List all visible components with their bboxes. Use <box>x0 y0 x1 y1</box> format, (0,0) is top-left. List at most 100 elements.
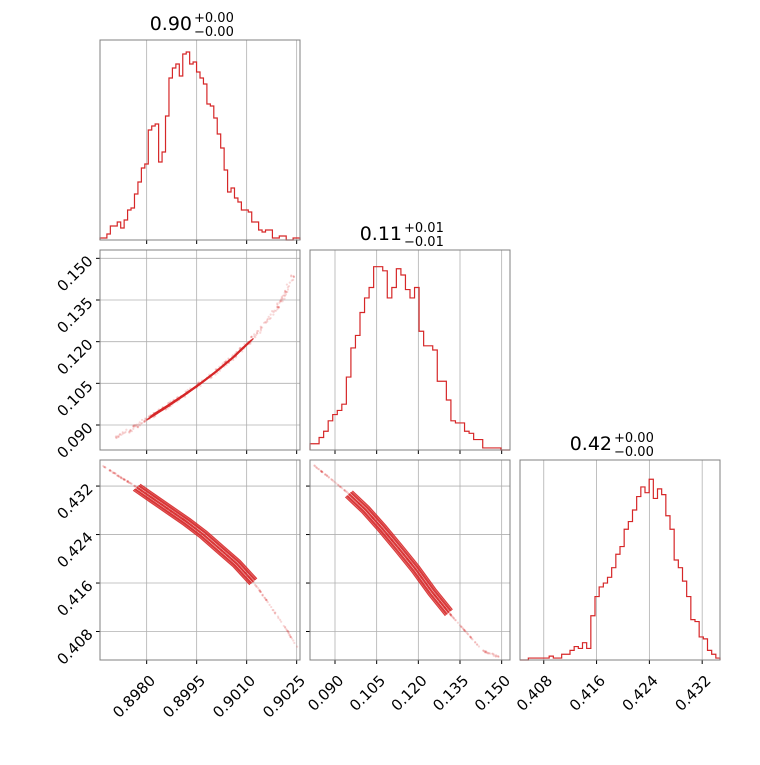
param2-vs-param1-sample-point <box>238 347 241 350</box>
param3-vs-param2-sample-point <box>484 650 487 653</box>
param3-vs-param1-sample-point <box>271 608 274 612</box>
param2-vs-param1-sample-point <box>136 425 140 428</box>
param3-vs-param2-sample-point <box>324 473 327 476</box>
param2-vs-param1-sample-point <box>250 335 253 339</box>
param2-vs-param1-sample-point <box>130 430 133 433</box>
param3-vs-param1-sample-point <box>265 598 268 602</box>
param2-vs-param1-sample-point <box>266 317 269 321</box>
param3-vs-param2-sample-point <box>470 637 473 640</box>
param2-vs-param1-sample-point <box>137 423 140 426</box>
param3-vs-param2-sample-point <box>320 470 323 473</box>
param3-vs-param1-sample-point <box>122 478 126 481</box>
param3-vs-param2-density-contour <box>344 496 446 617</box>
param3-vs-param2-sample-point <box>465 631 468 634</box>
param3-vs-param1-sample-point <box>274 612 277 615</box>
param3-vs-param1-sample-point <box>116 474 119 477</box>
param3-vs-param2-sample-point <box>327 476 330 479</box>
param2-vs-param1-sample-point <box>118 432 122 436</box>
param2-vs-param1-sample-point <box>166 407 169 410</box>
param3-vs-param2-sample-point <box>492 654 495 657</box>
param3-vs-param1-sample-point <box>270 605 273 609</box>
param2-vs-param1-sample-point <box>285 283 289 286</box>
param3-vs-param1-sample-point <box>289 635 292 639</box>
param3-vs-param2-sample-point <box>320 470 323 473</box>
param3-vs-param1-sample-point <box>127 481 130 484</box>
param3-vs-param2-sample-point <box>345 490 348 493</box>
param3-vs-param2-sample-point <box>339 486 342 489</box>
param2-vs-param1-sample-point <box>140 422 143 425</box>
param3-vs-param2-density-contour <box>345 495 447 616</box>
param3-vs-param2-sample-point <box>463 628 466 631</box>
param2-vs-param1-sample-point <box>189 387 192 390</box>
param3-vs-param1-xtick-label: 0.8980 <box>109 672 159 722</box>
param3-vs-param1-sample-point <box>258 589 261 592</box>
param3-vs-param1-sample-point <box>283 626 287 629</box>
param3-vs-param2-sample-point <box>343 488 346 492</box>
param3-vs-param2-sample-point <box>314 465 317 468</box>
param2-vs-param1-sample-point <box>292 275 296 279</box>
param2-vs-param1-sample-point <box>140 418 144 422</box>
param3-vs-param2-sample-point <box>469 635 472 638</box>
param2-vs-param1-sample-point <box>259 327 262 331</box>
param3-vs-param1-sample-point <box>117 474 120 478</box>
param3-vs-param1-sample-point <box>282 624 285 628</box>
param3-vs-param1-sample-point <box>109 469 112 472</box>
param2-vs-param1-sample-point <box>221 362 224 365</box>
param3-vs-param2-sample-point <box>486 651 489 654</box>
param3-vs-param1-sample-point <box>113 472 116 475</box>
param2-vs-param1-sample-point <box>256 332 259 335</box>
param3-vs-param2-sample-point <box>462 627 465 630</box>
param3-vs-param2-sample-point <box>492 653 496 656</box>
diag-param3-xtick-label: 0.416 <box>566 672 609 715</box>
param3-vs-param2-sample-point <box>317 467 320 471</box>
param3-vs-param1-sample-point <box>284 625 287 629</box>
param3-vs-param1-frame <box>99 459 301 661</box>
param3-vs-param2-sample-point <box>339 485 342 489</box>
diag-param2-title-plus: +0.01 <box>404 221 444 236</box>
param3-vs-param2-density-contour <box>346 494 448 615</box>
diag-param3-frame <box>519 459 721 661</box>
param3-vs-param1-sample-point <box>255 585 258 588</box>
param2-vs-param1-sample-point <box>264 320 267 324</box>
param3-vs-param2-sample-point <box>320 470 324 473</box>
param3-vs-param2-sample-point <box>315 466 319 470</box>
param3-vs-param1-sample-point <box>264 598 267 601</box>
param2-vs-param1-sample-point <box>143 419 146 422</box>
param2-vs-param1-sample-point <box>114 436 118 439</box>
param3-vs-param2-sample-point <box>463 629 466 632</box>
param3-vs-param2-xtick-label: 0.120 <box>388 672 431 715</box>
param2-vs-param1-sample-point <box>286 286 289 289</box>
param2-vs-param1-sample-point <box>286 290 289 294</box>
param2-vs-param1-sample-point <box>123 431 126 435</box>
param3-vs-param1-density-contour <box>136 486 255 583</box>
param3-vs-param2-sample-point <box>451 615 454 618</box>
param2-vs-param1-sample-point <box>287 285 291 288</box>
param3-vs-param1-sample-point <box>114 472 117 475</box>
param3-vs-param1-sample-point <box>102 464 105 468</box>
param3-vs-param2-xtick-label: 0.135 <box>429 672 472 715</box>
param2-vs-param1-sample-point <box>292 278 295 282</box>
param3-vs-param2-sample-point <box>448 612 452 615</box>
param2-vs-param1-sample-point <box>121 432 124 435</box>
param3-vs-param1-density-contour <box>137 485 256 581</box>
param2-vs-param1-sample-point <box>114 435 118 438</box>
param2-vs-param1-sample-point <box>292 274 295 278</box>
param2-vs-param1-sample-point <box>272 313 275 316</box>
param3-vs-param2-sample-point <box>326 474 329 478</box>
param3-vs-param2-sample-point <box>464 630 467 633</box>
param3-vs-param1-sample-point <box>258 589 261 592</box>
param3-vs-param1-sample-point <box>108 469 112 472</box>
param3-vs-param1-sample-point <box>276 615 280 618</box>
diag-param3-title-value: 0.42 <box>570 433 612 455</box>
param3-vs-param1-sample-point <box>285 627 288 631</box>
param2-vs-param1-sample-point <box>254 334 258 337</box>
param3-vs-param1-sample-point <box>290 637 294 640</box>
param3-vs-param1-sample-point <box>117 475 120 478</box>
param2-vs-param1-sample-point <box>117 435 120 439</box>
param3-vs-param1-sample-point <box>104 466 107 469</box>
param3-vs-param2-density-contour <box>348 493 450 614</box>
param2-vs-param1-sample-point <box>250 335 253 338</box>
param2-vs-param1-sample-point <box>129 428 132 432</box>
param2-vs-param1-sample-point <box>283 294 287 298</box>
param2-vs-param1-sample-point <box>133 424 136 427</box>
